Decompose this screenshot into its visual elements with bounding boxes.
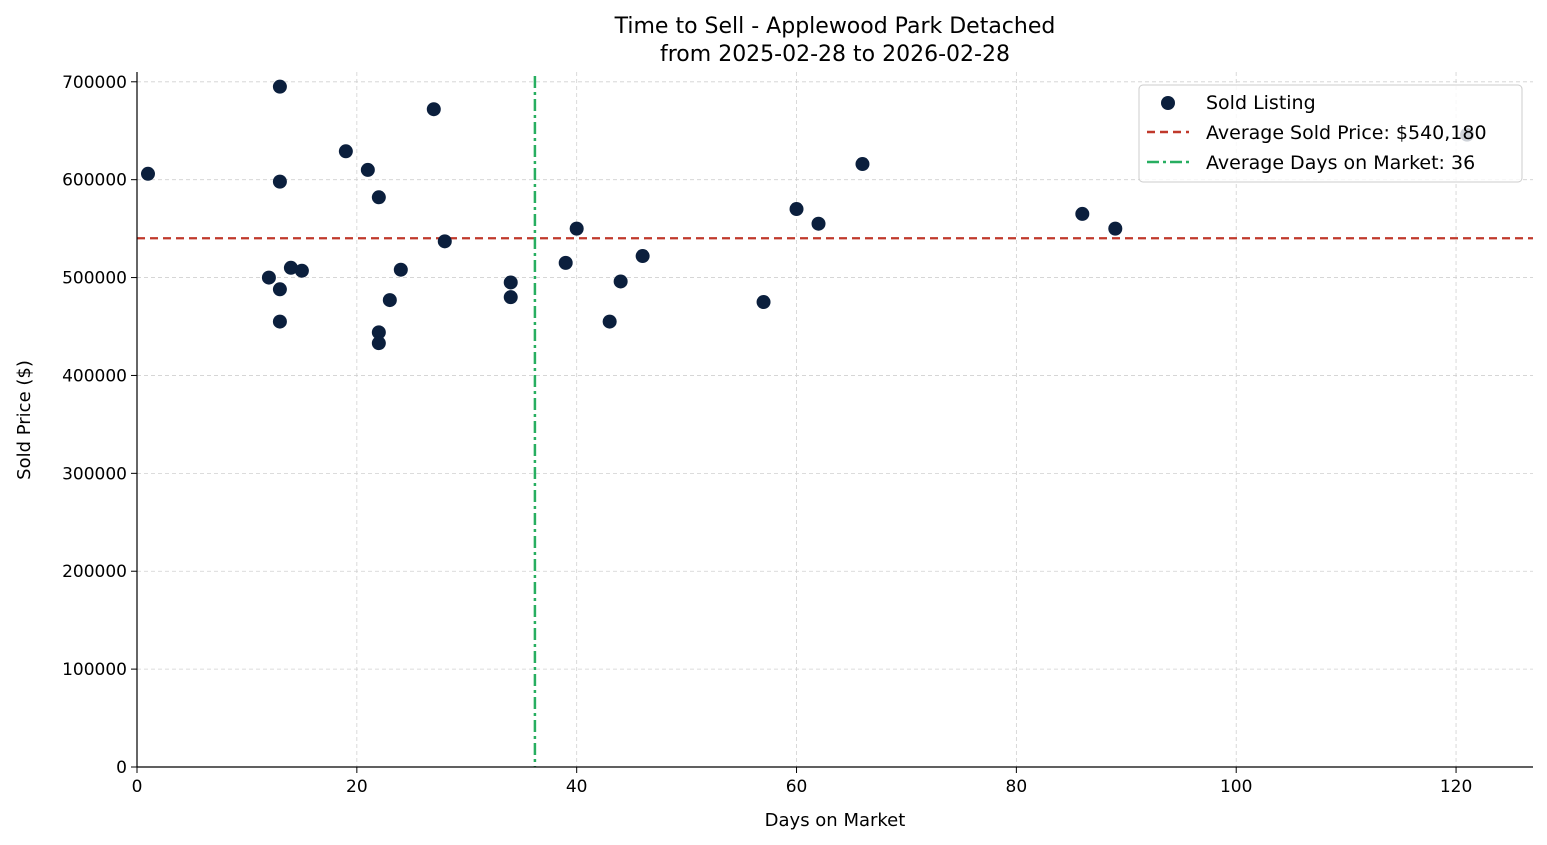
chart-subtitle: from 2025-02-28 to 2026-02-28 [660, 42, 1010, 67]
data-point [283, 260, 298, 275]
legend-label-sold-listing: Sold Listing [1206, 92, 1316, 114]
data-point [294, 263, 309, 278]
x-tick-label: 40 [566, 777, 588, 797]
y-tick-label: 700000 [62, 73, 127, 93]
legend: Sold Listing Average Sold Price: $540,18… [1138, 84, 1523, 183]
data-point [338, 144, 353, 159]
data-point [371, 325, 386, 340]
data-point [426, 102, 441, 117]
x-tick-label: 20 [346, 777, 368, 797]
data-point [360, 162, 375, 177]
y-tick-label: 100000 [62, 660, 127, 680]
data-point [272, 314, 287, 329]
x-tick-label: 80 [1006, 777, 1028, 797]
data-point [371, 190, 386, 205]
data-point [635, 249, 650, 264]
data-point [1108, 221, 1123, 236]
x-axis-label: Days on Market [765, 810, 906, 831]
legend-marker-sold-listing [1161, 96, 1175, 110]
data-point [789, 202, 804, 217]
data-point [855, 157, 870, 172]
data-point [602, 314, 617, 329]
data-point [558, 255, 573, 270]
y-tick-label: 400000 [62, 366, 127, 386]
y-tick-label: 0 [116, 758, 127, 778]
x-tick-label: 0 [132, 777, 143, 797]
data-point [382, 293, 397, 308]
data-point [261, 270, 276, 285]
chart-title: Time to Sell - Applewood Park Detached [614, 14, 1056, 39]
x-tick-label: 120 [1440, 777, 1472, 797]
data-point [613, 274, 628, 289]
x-tick-label: 100 [1220, 777, 1252, 797]
data-point [272, 282, 287, 297]
data-point [811, 216, 826, 231]
data-point [437, 234, 452, 249]
data-point [140, 166, 155, 181]
legend-label-avg-days: Average Days on Market: 36 [1206, 152, 1475, 174]
data-point [393, 262, 408, 277]
y-tick-label: 500000 [62, 269, 127, 289]
y-axis-label: Sold Price ($) [14, 360, 35, 480]
y-tick-label: 300000 [62, 464, 127, 484]
data-point [1075, 206, 1090, 221]
data-point [272, 174, 287, 189]
data-point [503, 275, 518, 290]
data-point [756, 295, 771, 310]
data-point [371, 336, 386, 351]
x-tick-label: 60 [786, 777, 808, 797]
data-point [569, 221, 584, 236]
data-point [272, 79, 287, 94]
data-point [503, 290, 518, 305]
legend-box [1138, 84, 1523, 183]
legend-label-avg-price: Average Sold Price: $540,180 [1206, 122, 1487, 144]
y-tick-label: 600000 [62, 171, 127, 191]
y-tick-label: 200000 [62, 562, 127, 582]
